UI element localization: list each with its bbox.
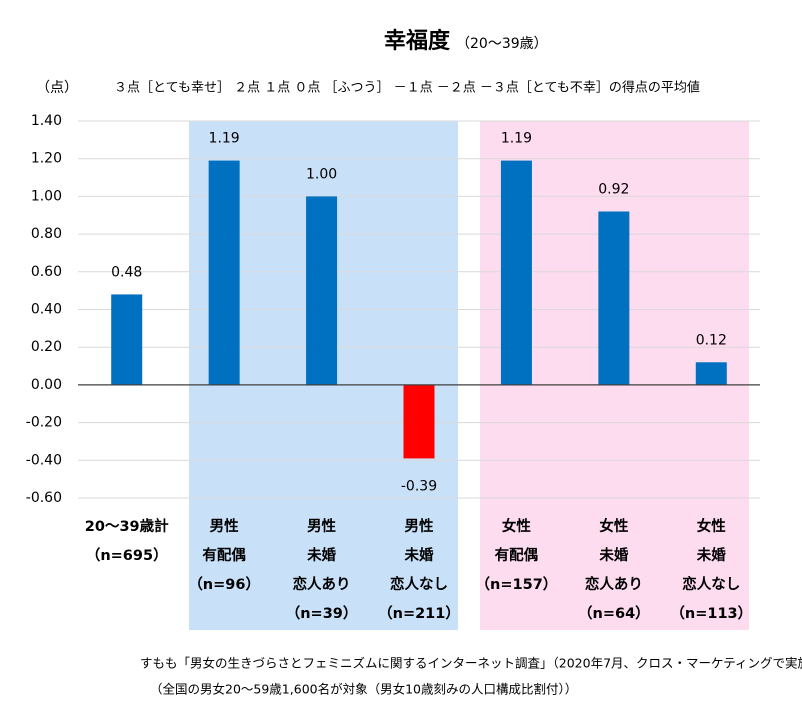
x-tick-label: （n=157） (476, 575, 558, 593)
chart-title: 幸福度 (384, 28, 451, 54)
x-tick-label: 恋人あり (293, 575, 351, 593)
chart-subtitle: （20～39歳） (456, 36, 548, 52)
x-tick-label: 女性 (697, 517, 726, 535)
scale-note: ３点［とても幸せ］ ２点 １点 ０点 ［ふつう］ －１点 －２点 －３点［とても… (114, 80, 700, 96)
x-tick-label: 男性 (405, 517, 434, 535)
data-label: 0.92 (598, 181, 629, 197)
x-tick-label: 女性 (502, 517, 531, 535)
x-tick-label: 女性 (599, 517, 628, 535)
y-tick-label: -0.20 (26, 415, 62, 431)
x-tick-label: 有配偶 (202, 546, 246, 564)
x-tick-label: （n=113） (670, 604, 752, 622)
x-tick-label: 男性 (307, 517, 336, 535)
x-tick-label: 20～39歳計 (85, 517, 169, 535)
y-tick-label: 1.40 (31, 113, 62, 129)
bar (695, 362, 727, 385)
x-tick-label: 未婚 (598, 546, 628, 564)
y-tick-label: -0.40 (26, 452, 62, 468)
y-tick-label: 1.20 (31, 151, 62, 167)
source-note: すもも「男女の生きづらさとフェミニズムに関するインターネット調査」（2020年7… (140, 656, 802, 671)
data-label: 0.48 (111, 264, 142, 280)
x-tick-label: （n=39） (286, 604, 358, 622)
x-tick-label: （n=211） (378, 604, 460, 622)
bar (500, 160, 532, 385)
x-tick-label: 恋人なし (390, 575, 448, 593)
bar (208, 160, 240, 385)
x-tick-label: 有配偶 (495, 546, 539, 564)
x-tick-label: （n=695） (86, 546, 168, 564)
y-tick-label: 0.20 (31, 339, 62, 355)
x-tick-label: 恋人あり (585, 575, 643, 593)
bar (111, 294, 143, 385)
x-tick-label: 男性 (210, 517, 239, 535)
y-tick-label: 1.00 (31, 188, 62, 204)
y-tick-label: 0.80 (31, 226, 62, 242)
x-tick-label: 未婚 (696, 546, 726, 564)
y-tick-label: 0.40 (31, 302, 62, 318)
y-unit: （点） (36, 80, 78, 96)
data-label: -0.39 (401, 478, 437, 494)
y-tick-label: 0.60 (31, 264, 62, 280)
data-label: 1.00 (306, 166, 337, 182)
x-tick-label: 未婚 (306, 546, 336, 564)
bar (403, 384, 435, 459)
data-label: 1.19 (209, 131, 240, 147)
x-tick-label: （n=96） (188, 575, 260, 593)
y-tick-label: 0.00 (31, 377, 62, 393)
y-tick-label: -0.60 (26, 490, 62, 506)
x-tick-label: 未婚 (404, 546, 434, 564)
data-label: 1.19 (501, 131, 532, 147)
x-tick-label: 恋人なし (682, 575, 740, 593)
data-label: 0.12 (696, 332, 727, 348)
source-note: （全国の男女20～59歳1,600名が対象（男女10歳刻みの人口構成比割付）） (150, 682, 577, 697)
bar (306, 196, 338, 385)
bar (598, 211, 630, 385)
x-tick-label: （n=64） (578, 604, 650, 622)
